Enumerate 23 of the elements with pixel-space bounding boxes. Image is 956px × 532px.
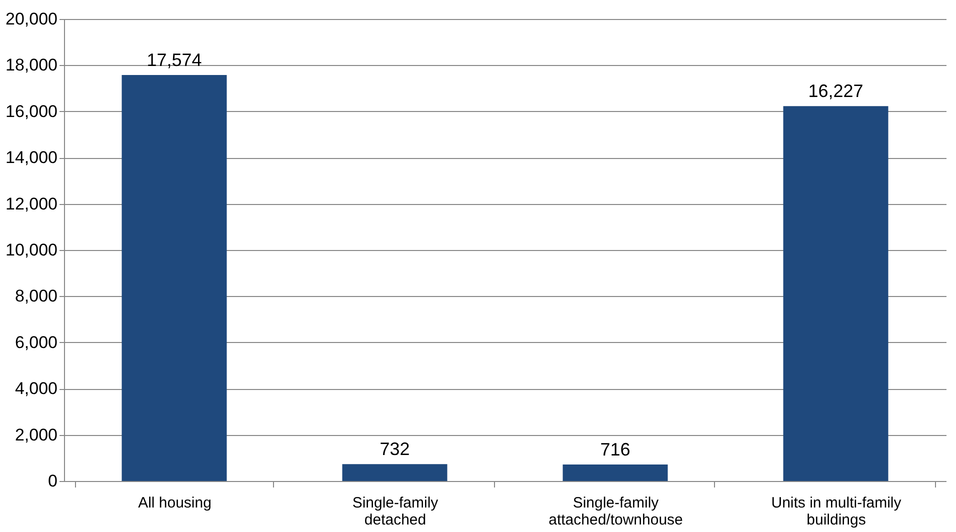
data-label: 17,574: [146, 50, 202, 70]
bar: [122, 75, 227, 481]
y-tick-label: 18,000: [6, 56, 58, 75]
y-tick-label: 10,000: [6, 240, 58, 260]
bar: [342, 464, 448, 481]
y-tick-label: 0: [48, 472, 58, 490]
y-tick-label: 6,000: [14, 332, 58, 352]
data-label: 732: [380, 439, 410, 460]
y-tick-label: 14,000: [6, 148, 58, 168]
x-tick-label: All housing: [138, 494, 212, 512]
y-tick-label: 4,000: [14, 379, 58, 398]
y-tick-label: 2,000: [14, 425, 58, 444]
bar: [562, 464, 668, 481]
x-tick-label: Single-family detached: [352, 494, 439, 528]
x-tick-label: Single-family attached/townhouse: [548, 494, 683, 528]
x-tick-label: Units in multi-family buildings: [771, 494, 902, 528]
y-tick-label: 12,000: [6, 194, 58, 214]
y-tick-label: 8,000: [14, 286, 58, 306]
bar: [783, 106, 888, 481]
y-tick-label: 16,000: [6, 102, 58, 121]
y-tick-label: 20,000: [6, 10, 58, 28]
data-label: 16,227: [808, 81, 864, 102]
data-label: 716: [600, 439, 630, 460]
